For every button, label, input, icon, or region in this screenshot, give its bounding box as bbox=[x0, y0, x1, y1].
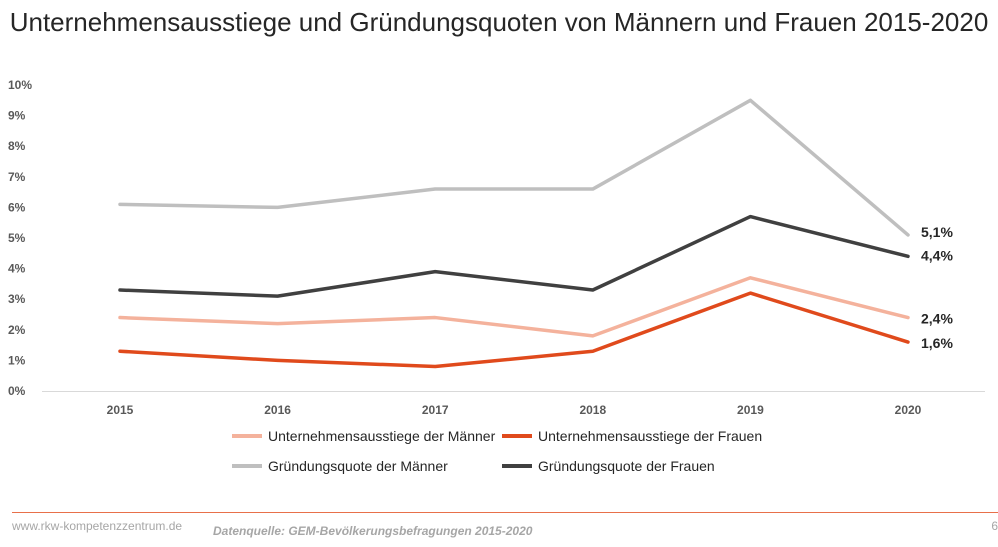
y-tick-label: 9% bbox=[8, 109, 26, 123]
y-tick-label: 0% bbox=[8, 384, 26, 398]
x-tick-label: 2020 bbox=[895, 403, 922, 417]
legend-item-frauen-ausstiege: Unternehmensausstiege der Frauen bbox=[502, 428, 762, 444]
legend-label: Unternehmensausstiege der Frauen bbox=[538, 428, 763, 444]
legend-swatch bbox=[502, 464, 532, 468]
y-tick-label: 7% bbox=[8, 170, 26, 184]
footer-source: Datenquelle: GEM-Bevölkerungsbefragungen… bbox=[213, 524, 533, 538]
data-label-1: 4,4% bbox=[921, 247, 953, 263]
series-line-3 bbox=[118, 291, 910, 369]
y-tick-label: 4% bbox=[8, 262, 26, 276]
series-line-2 bbox=[118, 276, 910, 338]
y-tick-label: 8% bbox=[8, 139, 26, 153]
data-label-2: 2,4% bbox=[921, 311, 953, 327]
y-tick-label: 10% bbox=[8, 78, 32, 92]
legend-label: Unternehmensausstiege der Männer bbox=[268, 428, 496, 444]
data-label-0: 5,1% bbox=[921, 224, 953, 240]
y-tick-label: 5% bbox=[8, 231, 26, 245]
chart-title: Unternehmensausstiege und Gründungsquote… bbox=[9, 7, 989, 37]
y-tick-label: 3% bbox=[8, 292, 26, 306]
legend-item-maenner-ausstiege: Unternehmensausstiege der Männer bbox=[232, 428, 495, 444]
x-tick-label: 2019 bbox=[737, 403, 764, 417]
x-tick-label: 2016 bbox=[264, 403, 291, 417]
y-tick-label: 6% bbox=[8, 200, 26, 214]
page-number: 6 bbox=[991, 519, 998, 533]
series-line-0 bbox=[118, 98, 910, 237]
legend-label: Gründungsquote der Männer bbox=[268, 458, 448, 474]
series-line-1 bbox=[118, 214, 910, 298]
footer-website[interactable]: www.rkw-kompetenzzentrum.de bbox=[12, 519, 183, 533]
y-tick-label: 2% bbox=[8, 323, 26, 337]
x-tick-label: 2015 bbox=[107, 403, 134, 417]
legend-swatch bbox=[232, 464, 262, 468]
data-label-3: 1,6% bbox=[921, 335, 953, 351]
footer-divider bbox=[12, 512, 998, 513]
legend-swatch bbox=[232, 434, 262, 438]
legend-item-frauen-gruendung: Gründungsquote der Frauen bbox=[502, 458, 715, 474]
legend-swatch bbox=[502, 434, 532, 438]
x-tick-label: 2018 bbox=[579, 403, 606, 417]
y-tick-label: 1% bbox=[8, 353, 26, 367]
legend-label: Gründungsquote der Frauen bbox=[538, 458, 715, 474]
x-tick-label: 2017 bbox=[422, 403, 449, 417]
legend-item-maenner-gruendung: Gründungsquote der Männer bbox=[232, 458, 448, 474]
